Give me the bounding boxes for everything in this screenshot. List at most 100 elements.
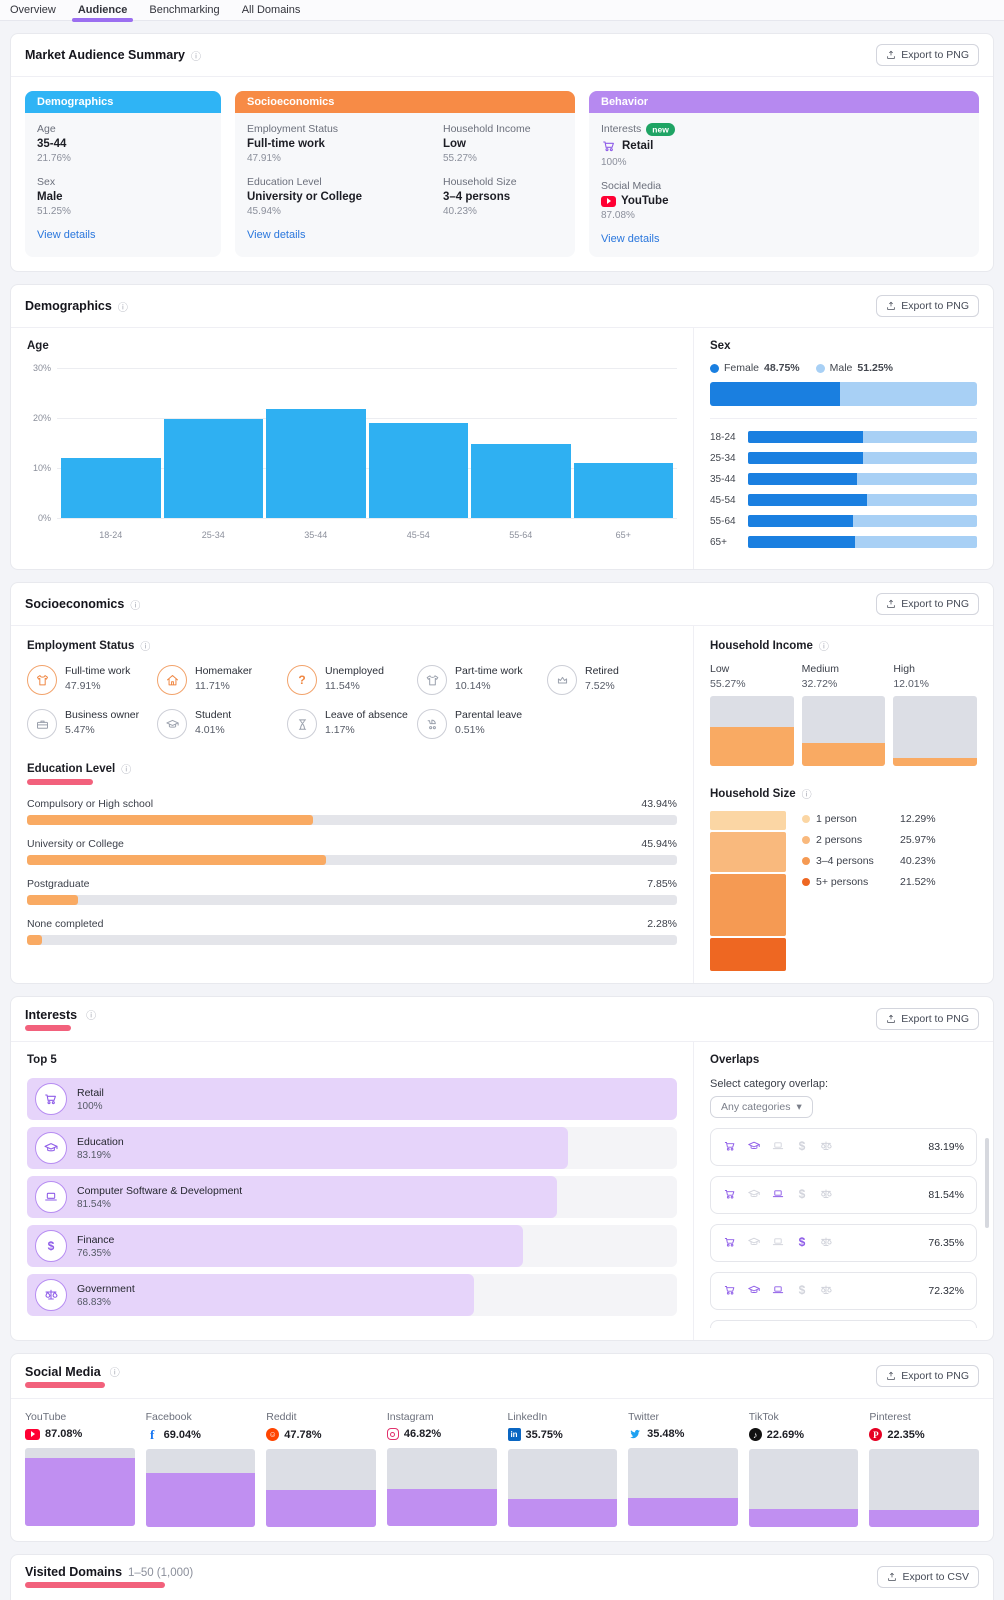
household-size-legend-item: 5+ persons 21.52% — [802, 876, 936, 888]
social-media-export-png-button[interactable]: Export to PNG — [876, 1365, 979, 1387]
interests-card: Interests ⓘ Export to PNG Top 5 Retail 10… — [10, 996, 994, 1341]
export-icon — [887, 599, 896, 608]
social-column-instagram: Instagram 46.82% — [386, 1411, 497, 1527]
nav-tab-audience[interactable]: Audience — [71, 1, 133, 22]
employment-item: Business owner 5.47% — [27, 709, 157, 739]
social-column-twitter: Twitter 35.48% — [628, 1411, 738, 1527]
household-size-label: Household Size — [710, 787, 796, 800]
social-column-linkedin: LinkedIn in 35.75% — [507, 1411, 618, 1527]
export-csv-button[interactable]: Export to CSV — [877, 1565, 979, 1588]
category-overlap-dropdown[interactable]: Any categories ▾ — [710, 1096, 813, 1118]
employment-item: Leave of absence 1.17% — [287, 709, 417, 739]
linkedin-icon: in — [507, 1428, 521, 1441]
nav-tab-benchmarking[interactable]: Benchmarking — [149, 4, 220, 16]
export-icon — [887, 1371, 896, 1380]
new-badge: new — [646, 122, 675, 136]
scales-icon — [819, 1139, 833, 1153]
top5-label: Top 5 — [27, 1054, 57, 1066]
interest-row-education[interactable]: Education 83.19% — [27, 1127, 677, 1169]
overlap-row[interactable]: $81.54% — [710, 1176, 977, 1214]
shirt-icon — [35, 673, 50, 688]
social-column-youtube: YouTube 87.08% — [25, 1411, 135, 1527]
summary-field: Household Size 3–4 persons 40.23% — [443, 176, 517, 217]
tiktok-icon: ♪ — [748, 1428, 762, 1441]
behavior-chip: Behavior — [589, 91, 979, 113]
sex-row-35-44: 35-44 — [710, 473, 977, 485]
household-size-stacked-bar — [710, 811, 786, 971]
income-column-low: Low 55.27% — [710, 663, 794, 766]
employment-item: Homemaker 11.71% — [157, 665, 287, 695]
overlap-row[interactable]: $76.35% — [710, 1224, 977, 1262]
interest-row-computer-software-development[interactable]: Computer Software & Development 81.54% — [27, 1176, 677, 1218]
age-bar-55-64[interactable] — [471, 444, 571, 518]
info-icon: ⓘ — [86, 1011, 97, 1022]
demographics-chip: Demographics — [25, 91, 221, 113]
view-details-link[interactable]: View details — [247, 229, 306, 241]
social-column-tiktok: TikTok ♪ 22.69% — [748, 1411, 859, 1527]
grad-icon — [747, 1283, 761, 1297]
export-icon — [887, 1014, 896, 1023]
household-size-legend-item: 3–4 persons 40.23% — [802, 855, 936, 867]
age-bar-35-44[interactable] — [266, 409, 366, 518]
tshirt-icon — [425, 673, 440, 688]
overlap-row[interactable]: $83.19% — [710, 1128, 977, 1166]
sex-row-18-24: 18-24 — [710, 431, 977, 443]
cart-icon — [723, 1283, 737, 1297]
age-bar-65+[interactable] — [573, 463, 673, 518]
laptop-icon — [771, 1283, 785, 1297]
summary-behavior-panel: Behavior Interests new Retail 100% Social Med… — [589, 91, 979, 257]
dollar-icon: $ — [798, 1186, 806, 1201]
cart-icon — [723, 1235, 737, 1249]
grad-icon — [747, 1235, 761, 1249]
grad-icon — [747, 1187, 761, 1201]
chevron-down-icon: ▾ — [796, 1101, 802, 1113]
reddit-icon: ☺ — [266, 1428, 280, 1441]
pink-highlight-marker — [25, 1582, 165, 1588]
view-details-link[interactable]: View details — [37, 229, 96, 241]
nav-tab-all-domains[interactable]: All Domains — [241, 4, 301, 16]
interest-row-government[interactable]: Government 68.83% — [27, 1274, 677, 1316]
summary-export-png-button[interactable]: Export to PNG — [876, 44, 979, 66]
demographics-card: Demographics ⓘ Export to PNG Age 30% 20% 1… — [10, 284, 994, 570]
briefcase-icon — [35, 717, 50, 732]
nav-tab-overview[interactable]: Overview — [10, 4, 56, 16]
household-income-label: Household Income — [710, 639, 813, 652]
info-icon: ⓘ — [191, 51, 202, 63]
employment-item: Parental leave 0.51% — [417, 709, 547, 739]
scales-icon — [43, 1287, 59, 1303]
age-bar-18-24[interactable] — [61, 458, 161, 518]
demographics-export-png-button[interactable]: Export to PNG — [876, 295, 979, 317]
youtube-icon — [601, 195, 616, 207]
visited-domains-card: Visited Domains 1–50 (1,000) Export to CS… — [10, 1554, 994, 1600]
info-icon: ⓘ — [140, 642, 151, 653]
export-icon — [887, 301, 896, 310]
social-column-facebook: Facebook f 69.04% — [145, 1411, 256, 1527]
interests-export-png-button[interactable]: Export to PNG — [876, 1008, 979, 1030]
info-icon: ⓘ — [818, 642, 829, 653]
interests-title: Interests — [25, 1008, 78, 1022]
social-media-card: Social Media ⓘ Export to PNG YouTube 87.0… — [10, 1353, 994, 1542]
sex-row-55-64: 55-64 — [710, 515, 977, 527]
laptop-icon — [771, 1187, 785, 1201]
cart-icon — [601, 138, 617, 154]
question-icon: ? — [298, 673, 306, 687]
interest-row-retail[interactable]: Retail 100% — [27, 1078, 677, 1120]
grad-icon — [43, 1140, 59, 1156]
laptop-icon — [771, 1139, 785, 1153]
view-details-link[interactable]: View details — [601, 233, 660, 245]
youtube-icon — [25, 1428, 40, 1440]
interest-row-finance[interactable]: $ Finance 76.35% — [27, 1225, 677, 1267]
summary-socioeconomics-panel: Socioeconomics Employment Status Full-time… — [235, 91, 575, 257]
socioeconomics-title: Socioeconomics — [25, 597, 125, 611]
age-bar-25-34[interactable] — [163, 419, 263, 518]
household-size-legend-item: 2 persons 25.97% — [802, 834, 936, 846]
socioeconomics-export-png-button[interactable]: Export to PNG — [876, 593, 979, 615]
overlap-row[interactable]: $72.32% — [710, 1272, 977, 1310]
cart-icon — [723, 1187, 737, 1201]
social-column-pinterest: Pinterest P 22.35% — [869, 1411, 979, 1527]
export-icon — [887, 50, 896, 59]
age-bar-45-54[interactable] — [368, 423, 468, 518]
pinterest-icon: P — [869, 1428, 883, 1441]
summary-field: Employment Status Full-time work 47.91% — [247, 123, 339, 164]
overlaps-scrollbar[interactable] — [985, 1138, 989, 1228]
